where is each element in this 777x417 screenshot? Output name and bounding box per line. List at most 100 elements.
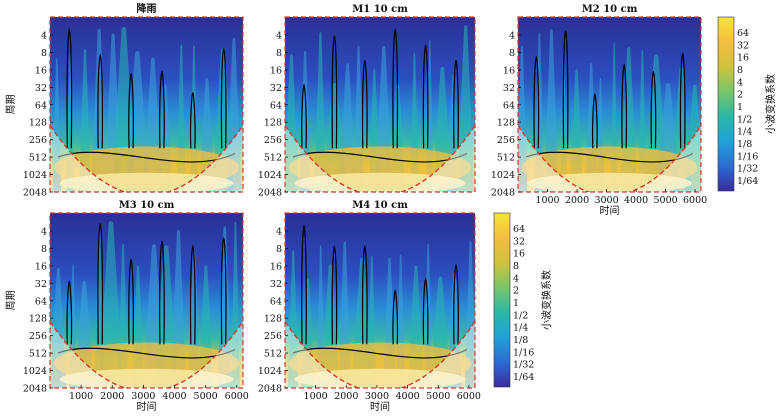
- panel-title: M3 10 cm: [119, 200, 175, 211]
- significance-contour: [562, 30, 569, 149]
- significance-contour: [189, 245, 196, 345]
- x-tick-label: 1000: [304, 391, 328, 402]
- wavelet-panel-1: 降雨 4 8 16 32 64 128 256 512 1024 2048 周期: [5, 2, 244, 199]
- significance-contour: [220, 237, 227, 345]
- x-tick-label: 6000: [225, 391, 249, 402]
- significance-contour: [128, 72, 134, 149]
- significance-contour: [97, 54, 104, 149]
- colorbar-gradient: [493, 212, 511, 388]
- colorbar-tick-label: 1/16: [737, 151, 758, 162]
- x-axis-label: 时间: [600, 204, 620, 217]
- significance-contour: [189, 92, 196, 149]
- significance-contour: [97, 223, 104, 345]
- y-tick-label: 64: [270, 296, 282, 307]
- y-tick-label: 64: [503, 100, 515, 111]
- x-tick-label: 5000: [426, 391, 450, 402]
- x-tick-label: 5000: [194, 391, 218, 402]
- y-tick-label: 256: [264, 135, 282, 146]
- y-tick-label: 16: [35, 261, 47, 272]
- y-tick-label: 256: [264, 331, 282, 342]
- y-tick-label: 512: [29, 153, 47, 164]
- y-tick-label: 32: [503, 83, 515, 94]
- y-tick-label: 128: [264, 118, 282, 129]
- colorbar-tick-label: 8: [513, 261, 519, 272]
- colorbar-tick-label: 1/64: [513, 372, 534, 383]
- x-tick-label: 2000: [334, 391, 358, 402]
- significance-contour: [66, 28, 73, 149]
- power-band: [285, 54, 299, 192]
- colorbar-tick-label: 1/4: [513, 323, 528, 334]
- y-axis-label: 周期: [5, 291, 17, 311]
- significance-contour: [392, 289, 399, 345]
- significance-contour: [533, 55, 540, 149]
- high-power-region: [59, 172, 234, 192]
- colorbar-tick-label: 8: [737, 65, 743, 76]
- colorbar-tick-label: 1/4: [737, 127, 752, 138]
- x-tick-label: 4000: [162, 391, 186, 402]
- y-tick-label: 2048: [491, 188, 515, 199]
- significance-contour: [128, 258, 134, 345]
- significance-contour: [159, 240, 165, 345]
- panel-title: M1 10 cm: [352, 4, 408, 15]
- y-tick-label: 16: [503, 65, 515, 76]
- significance-contour: [392, 28, 399, 149]
- significance-contour: [422, 44, 429, 149]
- cone-of-influence-shade: [518, 125, 701, 192]
- power-band: [226, 37, 242, 192]
- y-tick-label: 128: [29, 118, 47, 129]
- y-tick-label: 2048: [23, 188, 47, 199]
- x-tick-label: 2000: [565, 195, 589, 206]
- colorbar-label: 小波变换系数: [540, 270, 553, 330]
- x-tick-label: 6000: [683, 195, 707, 206]
- y-tick-label: 2048: [23, 384, 47, 395]
- x-tick-label: 3000: [594, 195, 618, 206]
- significance-contour: [331, 245, 338, 345]
- y-tick-label: 64: [35, 100, 47, 111]
- y-tick-label: 1024: [23, 366, 47, 377]
- x-tick-label: 1000: [69, 391, 93, 402]
- significance-contour: [361, 245, 368, 345]
- colorbar-tick-label: 1/16: [513, 347, 534, 358]
- power-band: [457, 25, 475, 192]
- colorbar-gradient: [717, 16, 735, 192]
- significance-contour: [66, 280, 73, 345]
- y-tick-label: 128: [264, 314, 282, 325]
- colorbar-tick-label: 16: [513, 249, 525, 260]
- y-axis-label: 周期: [5, 95, 17, 115]
- y-tick-label: 256: [29, 135, 47, 146]
- y-tick-label: 8: [276, 244, 282, 255]
- y-tick-label: 32: [270, 279, 282, 290]
- wavelet-panel-2: M1 10 cm 4 8 16 32 64 128 256 512 1024 2048: [258, 4, 476, 199]
- colorbar-tick-label: 1/64: [737, 176, 758, 187]
- significance-contour: [361, 59, 368, 149]
- significance-contour: [621, 63, 628, 149]
- panel-title: 降雨: [137, 2, 157, 15]
- y-tick-label: 256: [29, 331, 47, 342]
- power-band: [287, 249, 299, 388]
- significance-contour: [650, 70, 657, 149]
- x-tick-label: 2000: [100, 391, 124, 402]
- x-axis-label: 时间: [370, 400, 390, 413]
- power-band: [217, 226, 232, 388]
- wavelet-panel-4: M3 10 cm 4 8 16 32 64 128 256 512 1024 2048 1000 200…: [5, 200, 249, 413]
- cone-of-influence-shade: [50, 321, 243, 388]
- y-tick-label: 32: [35, 83, 47, 94]
- y-tick-label: 8: [41, 244, 47, 255]
- y-tick-label: 64: [270, 100, 282, 111]
- y-tick-label: 1024: [258, 170, 282, 181]
- significance-contour: [679, 52, 686, 149]
- colorbar-tick-label: 1/2: [513, 310, 528, 321]
- cone-of-influence-line: [50, 125, 243, 192]
- y-tick-label: 8: [509, 48, 515, 59]
- colorbar-tick-label: 2: [513, 286, 519, 297]
- x-tick-label: 4000: [624, 195, 648, 206]
- colorbar-label: 小波变换系数: [764, 74, 777, 134]
- wavelet-panel-5: M4 10 cm 4 8 16 32 64 128 256 512 1024 2048 1000 200…: [258, 200, 481, 413]
- colorbar-tick-label: 64: [513, 224, 525, 235]
- colorbar-tick-label: 1/32: [737, 164, 758, 175]
- power-band: [464, 240, 475, 388]
- colorbar-tick-label: 1/32: [513, 360, 534, 371]
